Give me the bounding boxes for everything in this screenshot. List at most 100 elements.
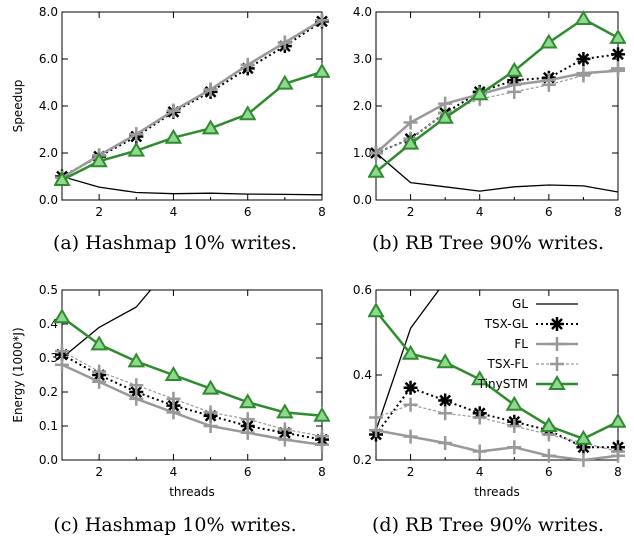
point-tsx-fl-c	[55, 344, 69, 359]
series-fl-c	[55, 357, 329, 452]
y-tick-label-a: 8.0	[39, 5, 58, 19]
point-tsx-fl-c	[315, 429, 329, 444]
point-tinystm-d	[540, 417, 558, 432]
plot-frame-c	[61, 289, 323, 461]
legend-item-tinystm: TinySTM	[477, 375, 578, 391]
point-fl-c	[166, 405, 181, 420]
legend-marker-tinystm	[548, 375, 566, 390]
y-tick-label-c: 0.3	[39, 351, 58, 365]
series-tsx-fl-a	[55, 13, 329, 185]
legend-item-tsx-gl: TSX-GL	[484, 317, 578, 331]
caption-d: (d) RB Tree 90% writes.	[372, 514, 604, 536]
x-axis-title-c: threads	[169, 485, 215, 499]
series-tinystm-c	[54, 308, 330, 422]
point-tinystm-d	[505, 395, 524, 411]
point-fl-d	[403, 429, 418, 444]
x-tick-label-d: 2	[407, 465, 415, 479]
point-tinystm-c	[313, 406, 330, 422]
point-tinystm-d	[574, 429, 593, 445]
point-tsx-fl-d	[507, 419, 522, 433]
legend-label-tsx-gl: TSX-GL	[484, 317, 529, 331]
y-tick-label-c: 0.4	[39, 317, 58, 331]
point-tinystm-c	[54, 308, 71, 324]
point-tinystm-c	[276, 403, 294, 419]
point-tinystm-b	[368, 162, 385, 178]
point-tsx-fl-c	[240, 412, 255, 427]
point-tsx-fl-b	[611, 61, 625, 76]
line-gl-d	[376, 290, 440, 431]
markers-tinystm-c	[54, 308, 330, 422]
point-tinystm-a	[127, 141, 146, 157]
point-fl-c	[240, 425, 255, 440]
point-tinystm-d	[609, 412, 626, 428]
series-tinystm-b	[368, 10, 626, 178]
caption-a: (a) Hashmap 10% writes.	[53, 232, 297, 254]
y-axis-title-a: Speedup	[11, 80, 25, 133]
caption-c: (c) Hashmap 10% writes.	[53, 514, 296, 536]
point-tinystm-a	[164, 128, 183, 144]
line-tsx-fl-c	[62, 350, 322, 437]
y-tick-label-a: 0.0	[39, 193, 58, 207]
y-tick-label-d: 0.6	[353, 283, 372, 297]
point-tsx-fl-a	[129, 127, 144, 142]
line-gl-c	[62, 290, 152, 359]
point-tsx-fl-c	[203, 405, 218, 420]
x-tick-label-a: 4	[170, 205, 178, 219]
point-tsx-fl-a	[315, 13, 329, 28]
point-tinystm-a	[276, 74, 294, 90]
point-tsx-fl-b	[576, 68, 591, 83]
legend-item-fl: FL	[514, 337, 578, 351]
x-tick-label-b: 4	[476, 205, 484, 219]
series-gl-b	[376, 152, 618, 193]
point-tinystm-b	[540, 33, 558, 49]
panel-d: (d) RB Tree 90% writes. 0.2 0.4 0.6 2 4 6 8 thr…	[353, 283, 626, 536]
plot-frame-b	[375, 11, 619, 201]
caption-b: (b) RB Tree 90% writes.	[372, 232, 604, 254]
x-tick-label-b: 6	[545, 205, 553, 219]
x-tick-label-a: 8	[318, 205, 326, 219]
y-tick-label-b: 1.0	[353, 146, 372, 160]
plot-frame-a	[61, 11, 323, 201]
x-tick-label-c: 4	[170, 465, 178, 479]
point-tinystm-b	[401, 134, 420, 150]
point-fl-d	[541, 448, 556, 463]
point-tinystm-a	[201, 119, 220, 135]
legend-label-tsx-fl: TSX-FL	[487, 357, 529, 371]
legend: GL TSX-GL FL TSX-FL TinySTM	[477, 297, 578, 391]
point-tsx-fl-a	[277, 35, 292, 50]
y-tick-label-b: 2.0	[353, 99, 372, 113]
point-tinystm-b	[505, 61, 524, 77]
point-tsx-gl-b	[611, 47, 625, 62]
y-tick-label-a: 6.0	[39, 52, 58, 66]
series-gl-a	[62, 175, 322, 196]
point-fl-c	[203, 419, 218, 433]
y-tick-label-c: 0.0	[39, 453, 58, 467]
x-tick-label-c: 6	[244, 465, 252, 479]
x-tick-label-b: 2	[407, 205, 415, 219]
point-fl-d	[369, 423, 383, 438]
point-tsx-fl-d	[438, 406, 453, 421]
point-tsx-fl-c	[129, 378, 144, 393]
point-tsx-fl-d	[369, 410, 383, 425]
series-gl-c	[62, 290, 152, 359]
legend-marker-fl	[550, 337, 564, 351]
point-tsx-fl-d	[403, 397, 418, 412]
x-tick-label-c: 2	[95, 465, 103, 479]
legend-item-gl: GL	[512, 297, 578, 311]
legend-label-gl: GL	[512, 297, 528, 311]
point-fl-c	[55, 357, 69, 372]
y-tick-label-c: 0.5	[39, 283, 58, 297]
markers-tsx-fl-c	[55, 344, 329, 444]
point-tinystm-d	[368, 302, 385, 318]
y-tick-label-b: 0.0	[353, 193, 372, 207]
y-tick-label-b: 4.0	[353, 5, 372, 19]
y-tick-label-d: 0.4	[353, 368, 372, 382]
line-gl-b	[376, 152, 618, 193]
line-tsx-gl-a	[62, 20, 322, 178]
point-tsx-fl-d	[472, 410, 487, 425]
y-tick-label-b: 3.0	[353, 52, 372, 66]
point-tsx-fl-a	[203, 82, 218, 97]
point-tsx-fl-c	[277, 422, 292, 437]
y-tick-label-c: 0.2	[39, 385, 58, 399]
point-tinystm-d	[401, 344, 420, 360]
